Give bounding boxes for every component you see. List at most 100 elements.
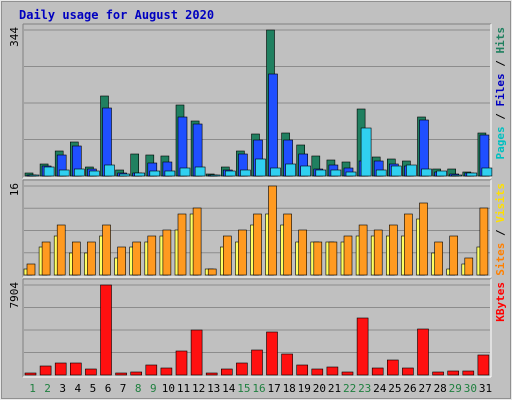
x-tick-label: 1: [29, 382, 36, 395]
legend-entry: /: [494, 54, 507, 74]
bar-pages: [375, 169, 387, 177]
bar-sites: [343, 235, 353, 276]
bar-kbytes: [70, 362, 82, 376]
bar-kbytes: [341, 371, 354, 376]
bar-kbytes: [386, 359, 399, 376]
bar-pages: [451, 174, 463, 177]
chart-panels: 344 Pages / Files / Hits 16 Sites / Visits 7…: [8, 23, 507, 378]
x-tick-label: 23: [358, 382, 371, 395]
bar-kbytes: [311, 368, 324, 376]
bar-pages: [315, 169, 327, 177]
bar-kbytes: [417, 328, 429, 376]
bar-pages: [89, 170, 100, 177]
bar-sites: [56, 224, 66, 276]
bar-pages: [436, 170, 447, 177]
bar-kbytes: [281, 353, 293, 376]
x-tick-label: 28: [434, 382, 447, 395]
x-tick-label: 27: [418, 382, 431, 395]
x-axis-tick-labels: 1 2 3 4 5 6 7 8 9 10 11 12 13 14 15 16 17 18 19 20 21 22 23 24 2…: [29, 382, 492, 395]
x-tick-label: 13: [207, 382, 220, 395]
bar-sites: [419, 202, 428, 276]
bar-sites: [162, 229, 172, 276]
y-max-label: 16: [8, 183, 21, 196]
bar-sites: [26, 263, 36, 276]
bar-sites: [358, 224, 368, 276]
bar-sites: [268, 185, 277, 276]
bar-sites: [298, 229, 308, 276]
x-tick-label: 29: [449, 382, 462, 395]
bar-sites: [388, 224, 398, 276]
bar-pages: [481, 167, 493, 177]
bar-sites: [177, 213, 187, 276]
bar-files: [268, 73, 278, 177]
x-tick-label: 3: [59, 382, 66, 395]
x-tick-label: 18: [283, 382, 296, 395]
bar-kbytes: [175, 350, 188, 376]
x-tick-label: 5: [90, 382, 97, 395]
bar-kbytes: [402, 367, 414, 376]
x-tick-label: 31: [479, 382, 492, 395]
bar-pages: [104, 164, 115, 177]
x-tick-label: 14: [222, 382, 236, 395]
x-tick-label: 21: [328, 382, 341, 395]
bar-sites: [313, 241, 323, 276]
x-tick-label: 9: [150, 382, 157, 395]
bar-sites: [373, 229, 383, 276]
y-max-label: 7904: [8, 282, 21, 309]
bar-kbytes: [190, 329, 203, 376]
panel-visits-sites: 16 Sites / Visits: [8, 179, 507, 278]
panel-hits-files-pages: 344 Pages / Files / Hits: [8, 23, 507, 179]
bar-pages: [164, 170, 176, 177]
x-tick-label: 22: [343, 382, 356, 395]
bar-sites: [464, 257, 474, 276]
bar-sites: [117, 246, 126, 276]
x-tick-label: 12: [192, 382, 205, 395]
legend-entry: Files: [494, 73, 507, 106]
bar-pages: [330, 169, 342, 177]
bar-kbytes: [296, 364, 309, 376]
x-tick-label: 16: [252, 382, 265, 395]
bar-pages: [43, 166, 55, 177]
bar-sites: [41, 241, 51, 276]
bar-kbytes: [251, 349, 263, 376]
x-tick-label: 8: [135, 382, 142, 395]
bar-pages: [345, 171, 357, 177]
bar-sites: [132, 241, 141, 276]
panel-kbytes: 7904 KBytes: [8, 278, 507, 378]
bar-files: [419, 119, 429, 177]
legend-entry: /: [494, 223, 507, 243]
bar-kbytes: [130, 371, 142, 376]
bar-pages: [194, 166, 206, 177]
bar-pages: [179, 167, 191, 177]
bar-kbytes: [115, 372, 127, 376]
bar-pages: [119, 173, 130, 177]
x-tick-label: 10: [162, 382, 175, 395]
bar-kbytes: [39, 365, 52, 376]
bar-kbytes: [447, 370, 460, 376]
bar-kbytes: [477, 354, 490, 376]
bar-pages: [74, 168, 85, 177]
bar-sites: [207, 268, 217, 276]
bar-pages: [285, 163, 296, 177]
bar-pages: [390, 165, 402, 177]
bar-sites: [328, 241, 338, 276]
bar-pages: [149, 170, 161, 177]
x-tick-label: 19: [298, 382, 311, 395]
chart-border-dark: [1, 1, 511, 399]
bar-kbytes: [205, 372, 218, 376]
legend-label: KBytes: [494, 282, 507, 322]
bar-kbytes: [326, 366, 339, 376]
bar-kbytes: [432, 371, 444, 376]
series-pages: [28, 127, 493, 177]
bar-pages: [255, 158, 266, 177]
bar-pages: [300, 165, 312, 177]
bar-sites: [147, 235, 157, 276]
bar-kbytes: [356, 317, 369, 376]
legend-entry: Hits: [494, 27, 507, 54]
legend-label: Pages / Files / Hits: [494, 27, 507, 160]
y-max-label: 344: [8, 27, 21, 47]
bar-hits: [130, 153, 139, 177]
bar-pages: [270, 167, 281, 177]
